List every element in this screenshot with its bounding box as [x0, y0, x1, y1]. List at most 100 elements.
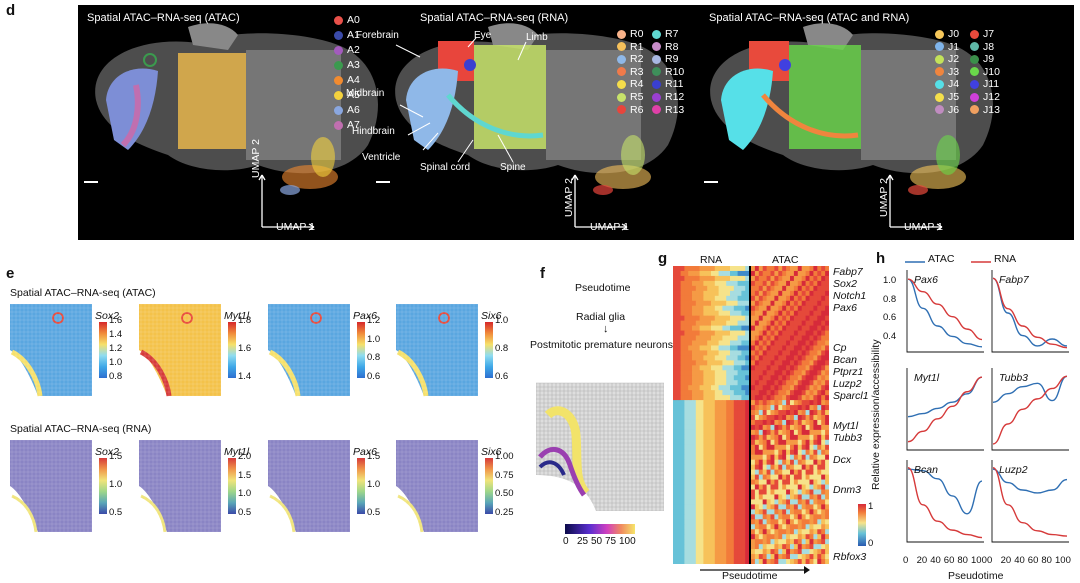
heatmap-cell: [782, 554, 787, 560]
heatmap-cell: [688, 534, 693, 540]
heatmap-cell: [692, 529, 697, 535]
colorbar-tick: 1.0: [367, 333, 381, 345]
ytick-label: 0.8: [883, 293, 897, 305]
xtick-label-left: 60: [943, 555, 955, 566]
legend-rna-label: RNA: [994, 253, 1017, 265]
heatmap-cell: [758, 350, 764, 356]
heatmap-cell: [737, 345, 742, 351]
heatmap-cell: [817, 270, 822, 277]
heatmap-cell: [778, 325, 783, 332]
heatmap-cell: [801, 410, 807, 416]
heatmap-cell: [711, 549, 716, 555]
heatmap-cell: [817, 434, 822, 441]
heatmap-cell: [733, 410, 739, 416]
heatmap-cell: [754, 365, 760, 371]
legend-swatch: [617, 29, 626, 39]
heatmap-cell: [797, 280, 803, 287]
heatmap-cell: [733, 310, 739, 317]
heatmap-cell: [692, 405, 697, 411]
heatmap-cell: [797, 405, 803, 411]
heatmap-cell: [699, 519, 704, 525]
heatmap-cell: [722, 365, 727, 371]
heatmap-cell: [790, 524, 795, 530]
heatmap-cell: [754, 295, 760, 302]
heatmap-cell: [754, 285, 760, 292]
heatmap-cell: [726, 559, 731, 564]
heatmap-cell: [737, 534, 742, 540]
heatmap-cell: [790, 519, 795, 525]
heatmap-cell: [680, 534, 685, 540]
heatmap-cell: [707, 469, 712, 476]
heatmap-cell: [770, 345, 775, 351]
heatmap-cell: [782, 330, 787, 337]
heatmap-cell: [733, 280, 739, 287]
panel-label-g: g: [658, 250, 668, 267]
heatmap-cell: [825, 350, 829, 356]
heatmap-cell: [695, 554, 701, 560]
heatmap-cell: [805, 429, 810, 436]
heatmap-cell: [805, 385, 810, 391]
heatmap-cell: [754, 499, 760, 505]
heatmap-col-atac: ATAC: [772, 254, 799, 266]
heatmap-cell: [778, 459, 783, 466]
heatmap-cell: [722, 345, 727, 351]
heatmap-cell: [751, 340, 756, 346]
heatmap-cell: [805, 449, 810, 456]
heatmap-cell: [766, 559, 771, 564]
heatmap-cell: [684, 320, 689, 327]
heatmap-cell: [707, 524, 712, 530]
heatmap-cell: [758, 300, 764, 307]
heatmap-cell: [676, 509, 682, 515]
heatmap-cell: [695, 474, 701, 481]
heatmap-cell: [758, 474, 764, 481]
heatmap-cell: [762, 524, 768, 530]
heatmap-cell: [730, 280, 735, 287]
heatmap-cell: [821, 484, 826, 490]
heatmap-cell: [684, 494, 689, 500]
legend-item: J10: [970, 66, 1000, 78]
heatmap-cell: [770, 484, 775, 490]
heatmap-cell: [733, 375, 739, 381]
heatmap-cell: [797, 370, 803, 376]
heatmap-cell: [766, 415, 771, 421]
heatmap-cell: [801, 464, 807, 471]
heatmap-cell: [718, 494, 723, 500]
heatmap-cell: [692, 424, 697, 431]
heatmap-cell: [714, 484, 720, 490]
heatmap-cell: [680, 489, 685, 495]
heatmap-cell: [778, 539, 783, 545]
heatmap-cell: [741, 395, 746, 401]
heatmap-cell: [692, 554, 697, 560]
heatmap-cell: [793, 330, 799, 337]
heatmap-cell: [699, 449, 704, 456]
heatmap-cell: [714, 474, 720, 481]
heatmap-cell: [714, 315, 720, 322]
heatmap-cell: [692, 459, 697, 466]
heatmap-cell: [684, 444, 689, 451]
heatmap-cell: [676, 415, 682, 421]
heatmap-cell: [680, 454, 685, 461]
heatmap-cell: [809, 365, 814, 371]
heatmap-cell: [737, 539, 742, 545]
heatmap-cell: [695, 429, 701, 436]
heatmap-cell: [711, 489, 716, 495]
heatmap-cell: [673, 444, 678, 451]
heatmap-cell: [751, 300, 756, 307]
heatmap-cell: [766, 504, 771, 510]
heatmap-cell: [758, 514, 764, 520]
heatmap-cell: [711, 514, 716, 520]
heatmap-cell: [692, 330, 697, 337]
heatmap-cell: [684, 335, 689, 341]
heatmap-cell: [770, 464, 775, 471]
gene-title-pax6: Pax6: [353, 310, 377, 322]
heatmap-cell: [703, 375, 708, 381]
legend-swatch: [617, 105, 626, 115]
heatmap-cell: [730, 554, 735, 560]
heatmap-cell: [751, 464, 756, 471]
heatmap-cell: [673, 405, 678, 411]
heatmap-cell: [770, 439, 775, 446]
heatmap-cell: [778, 310, 783, 317]
heatmap-cell: [813, 295, 818, 302]
heatmap-cell: [754, 519, 760, 525]
heatmap-cell: [762, 290, 768, 297]
